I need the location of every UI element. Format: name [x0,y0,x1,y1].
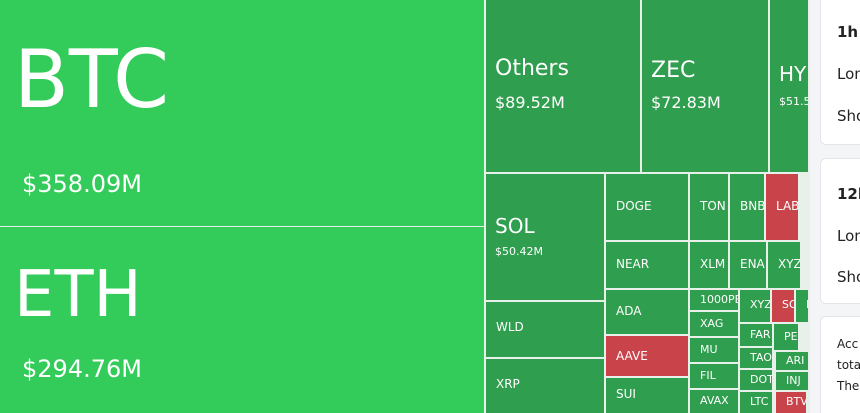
tile[interactable]: TON [690,174,728,240]
card-row: Sho [837,107,860,125]
tile[interactable]: WLD [486,302,604,357]
tile-label: TON [700,199,726,213]
tile-label: LAB [776,199,798,213]
tile[interactable]: XYZ [768,242,800,288]
tile[interactable]: SOL $50.42M [486,174,604,300]
tile-value: $50.42M [495,245,543,258]
tile[interactable]: XYZ [740,290,770,322]
tile-label: PE [784,330,798,343]
card-row: Lon [837,65,860,83]
tile-label: ZEC [651,58,696,83]
tile-label: BTC [14,33,169,126]
tile-value: $51.5 [779,95,808,108]
tile-value: $72.83M [651,93,721,112]
tile[interactable]: PE [774,324,798,350]
tile[interactable]: ARI [776,352,808,370]
tile-label: TAO [750,351,772,364]
tile-value: $294.76M [22,355,142,383]
tile-value: $89.52M [495,93,565,112]
tile[interactable]: 1000PE [690,290,738,310]
card: Acc tota The [820,316,860,413]
tile-label: ETH [14,258,142,332]
tile[interactable]: LAB [766,174,798,240]
tile-label: MU [700,343,718,356]
card: 12h Lon Sho [820,158,860,304]
tile[interactable]: ADA [606,290,688,334]
tile[interactable]: LTC [740,392,772,413]
note-line: The [837,379,860,393]
tile[interactable]: SUI [606,378,688,413]
tile-label: 1000PE [700,293,738,306]
tile-label: AVAX [700,394,729,407]
tile[interactable]: AAVE [606,336,688,376]
tile[interactable]: DOGE [606,174,688,240]
tile[interactable]: HY $51.5 [770,0,808,172]
card-row: Lon [837,227,860,245]
tile[interactable]: AVAX [690,390,738,413]
tile[interactable]: XAG [690,312,738,336]
tile-label: ENA [740,257,765,271]
tile[interactable]: XRP [486,359,604,413]
tile-label: LTC [750,395,769,408]
tile-label: DOGE [616,199,652,213]
note-line: Acc [837,337,859,351]
tile-label: XLM [700,257,726,271]
treemap: BTC $358.09M ETH $294.76M Others $89.52M ZEC $7… [0,0,810,413]
tile[interactable]: FIL [690,364,738,388]
tile-label: ADA [616,304,642,318]
tile[interactable]: FAR [740,324,772,346]
card-title: 1h [837,23,859,41]
tile[interactable]: ZEC $72.83M [642,0,768,172]
card-row: Sho [837,268,860,286]
tile-label: SO [782,298,794,311]
tile-label: XYZ [750,298,770,311]
tile-label: BTV [786,395,806,408]
tile[interactable]: Others $89.52M [486,0,640,172]
tile-label: P [806,299,808,310]
tile-label: XYZ [778,257,800,271]
tile-label: ARI [786,354,805,367]
tile[interactable]: XLM [690,242,728,288]
tile-label: INJ [786,374,801,387]
tile-label: FIL [700,369,716,382]
tile[interactable]: BNB [730,174,764,240]
tile-label: SUI [616,387,636,401]
tile-label: AAVE [616,349,648,363]
tile-label: SOL [495,214,535,238]
tile[interactable]: BTC $358.09M [0,0,484,226]
card-title: 12h [837,185,860,203]
tile-label: BNB [740,199,764,213]
tile-label: NEAR [616,257,650,271]
note-line: tota [837,358,860,372]
tile-label: XAG [700,317,724,330]
tile[interactable]: ENA [730,242,766,288]
tile[interactable]: MU [690,338,738,362]
tile[interactable]: BTV [776,392,806,413]
tile-label: DOT [750,373,772,386]
tile-label: Others [495,56,569,81]
tile[interactable]: NEAR [606,242,688,288]
tile[interactable]: DOT [740,370,772,390]
tile-label: XRP [496,377,520,391]
card: 1h Lon Sho [820,0,860,145]
tile[interactable]: ETH $294.76M [0,227,484,413]
tile-label: WLD [496,320,524,334]
tile-label: FAR [750,328,771,341]
tile-label: HY [779,62,807,86]
tile[interactable]: SO [772,290,794,322]
tile[interactable]: TAO [740,348,772,368]
tile[interactable]: P [796,290,808,322]
tile[interactable]: INJ [776,372,808,390]
tile-value: $358.09M [22,170,142,198]
